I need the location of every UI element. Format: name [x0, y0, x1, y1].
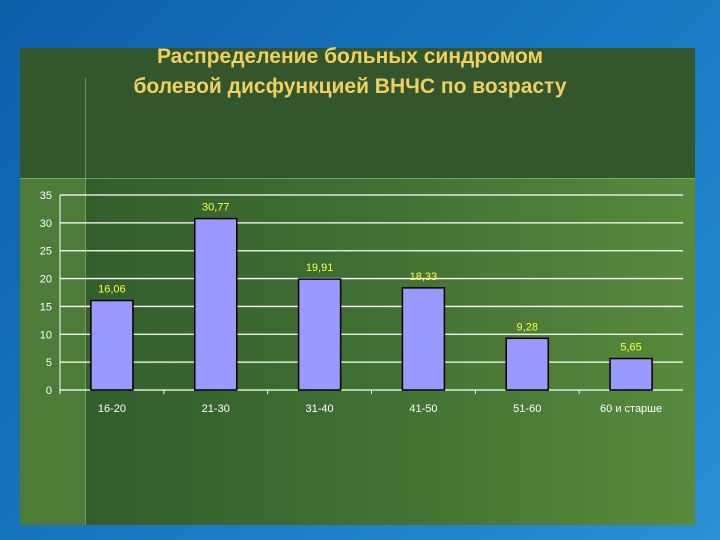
y-tick-label: 35 [40, 190, 52, 202]
x-tick-label: 41-50 [409, 403, 437, 415]
bar-51-60 [505, 337, 549, 391]
chart-title: Распределение больных синдромом болевой … [0, 42, 700, 102]
data-label: 18,33 [410, 271, 438, 283]
y-tick-label: 0 [46, 385, 52, 397]
data-label: 19,91 [306, 262, 334, 274]
y-tick-label: 10 [40, 329, 52, 341]
y-tick-label: 25 [40, 246, 52, 258]
y-tick-label: 30 [40, 218, 52, 230]
x-tick-label: 60 и старше [600, 403, 662, 415]
left-strip [20, 178, 85, 525]
y-tick-label: 20 [40, 274, 52, 286]
bar-41-50 [401, 287, 446, 391]
data-label: 30,77 [202, 202, 230, 214]
data-label: 9,28 [517, 321, 538, 333]
x-tick-label: 21-30 [202, 403, 230, 415]
data-label: 5,65 [620, 342, 641, 354]
decor-horizontal-line [20, 178, 695, 179]
data-label: 16,06 [98, 284, 126, 296]
y-tick-label: 15 [40, 301, 52, 313]
y-tick-label: 5 [46, 357, 52, 369]
bar-16-20 [90, 299, 134, 391]
title-band [20, 48, 695, 178]
title-line-2: болевой дисфункцией ВНЧС по возрасту [133, 75, 567, 98]
x-tick-label: 51-60 [513, 403, 541, 415]
x-tick-label: 31-40 [306, 403, 334, 415]
slide-frame [20, 48, 695, 525]
title-line-1: Распределение больных синдромом [156, 45, 544, 68]
bar-31-40 [297, 278, 342, 391]
decor-vertical-line [85, 78, 86, 525]
bar-21-30 [194, 217, 238, 391]
bar-60 и старше [609, 357, 653, 391]
x-tick-label: 16-20 [98, 403, 126, 415]
